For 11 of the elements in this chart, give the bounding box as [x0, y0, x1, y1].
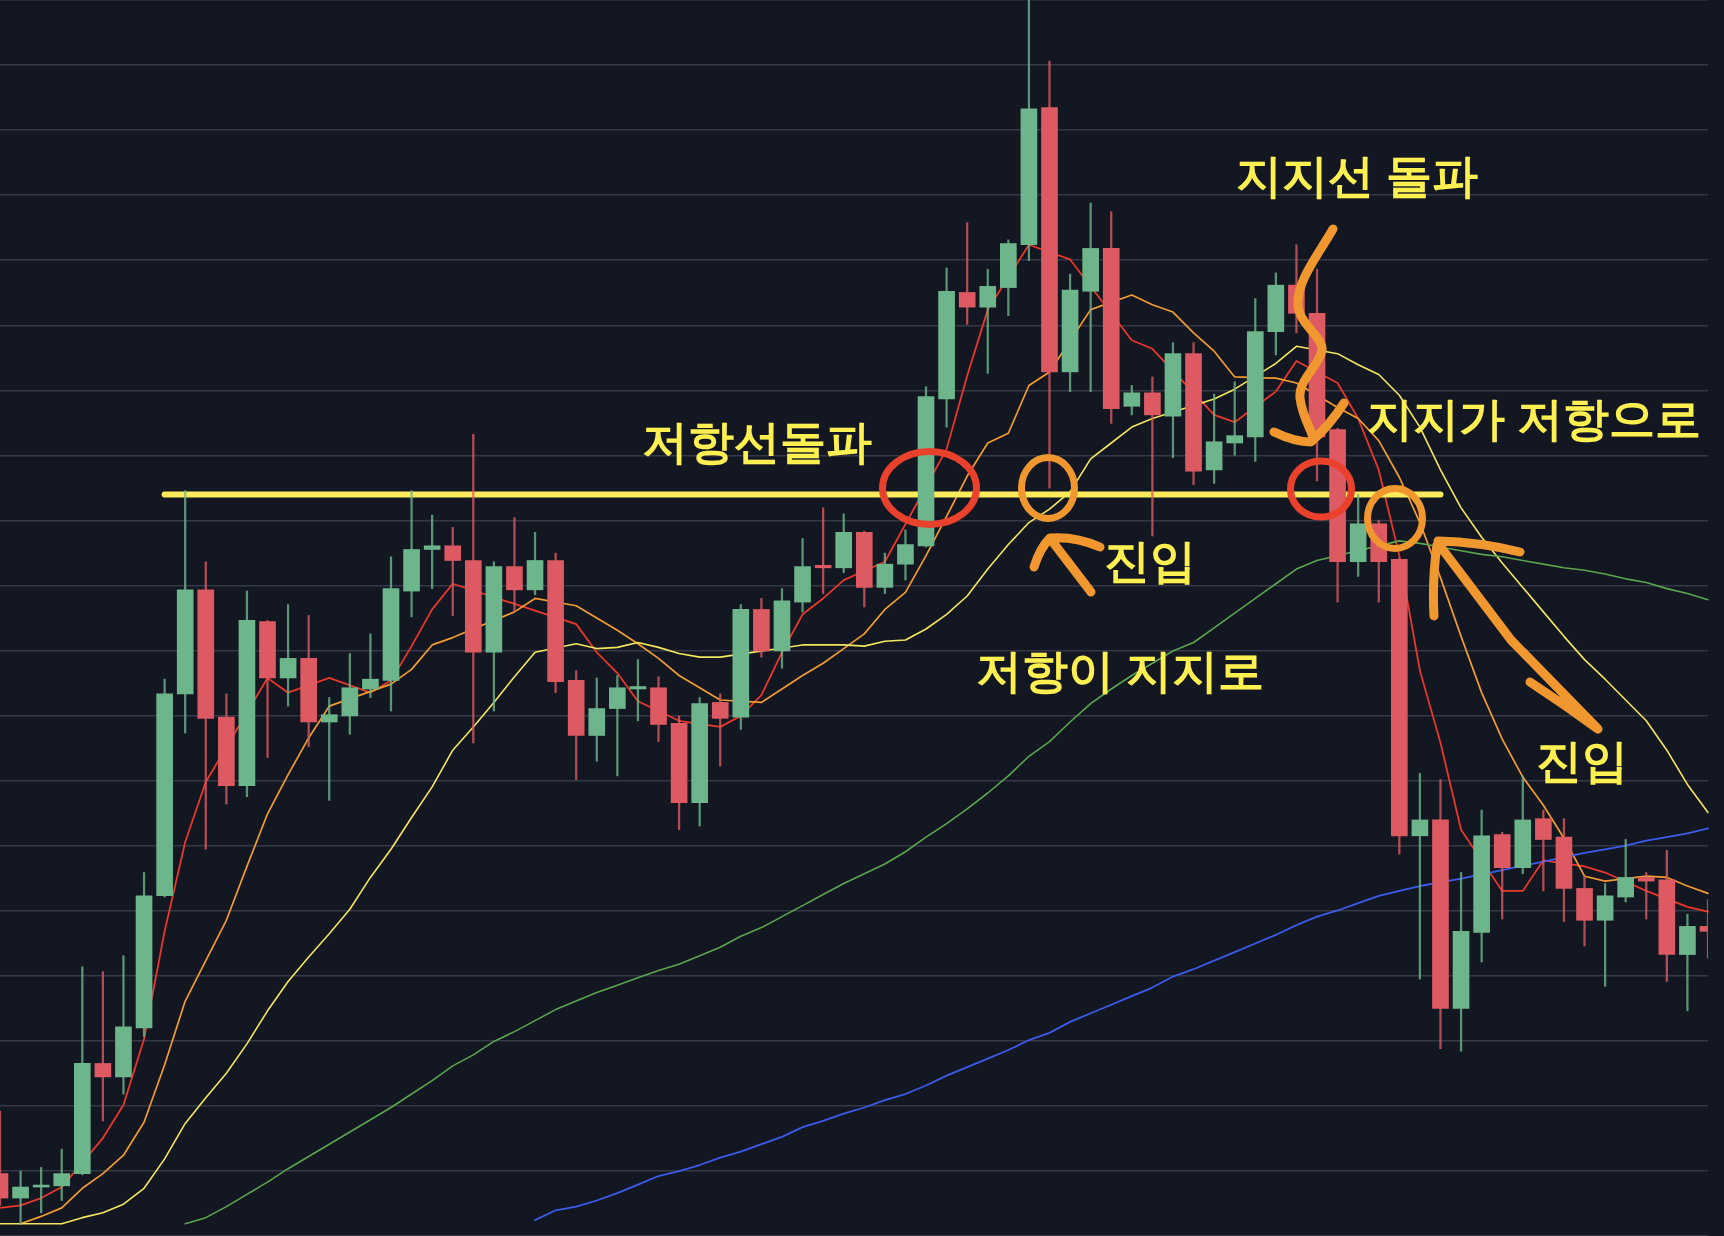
- annotation: 저항이 지지로: [975, 644, 1265, 697]
- annotation: 저항선돌파: [642, 415, 872, 468]
- annotation: 진입: [1536, 734, 1628, 787]
- candlestick: [506, 517, 523, 613]
- candlestick: [12, 1170, 29, 1225]
- candlestick: [362, 633, 379, 698]
- annotation: 지지선 돌파: [1235, 149, 1479, 202]
- candlestick: [1535, 809, 1552, 892]
- candlestick: [1679, 913, 1696, 1012]
- annotation: 진입: [1104, 534, 1196, 587]
- candlestick: [1144, 376, 1161, 537]
